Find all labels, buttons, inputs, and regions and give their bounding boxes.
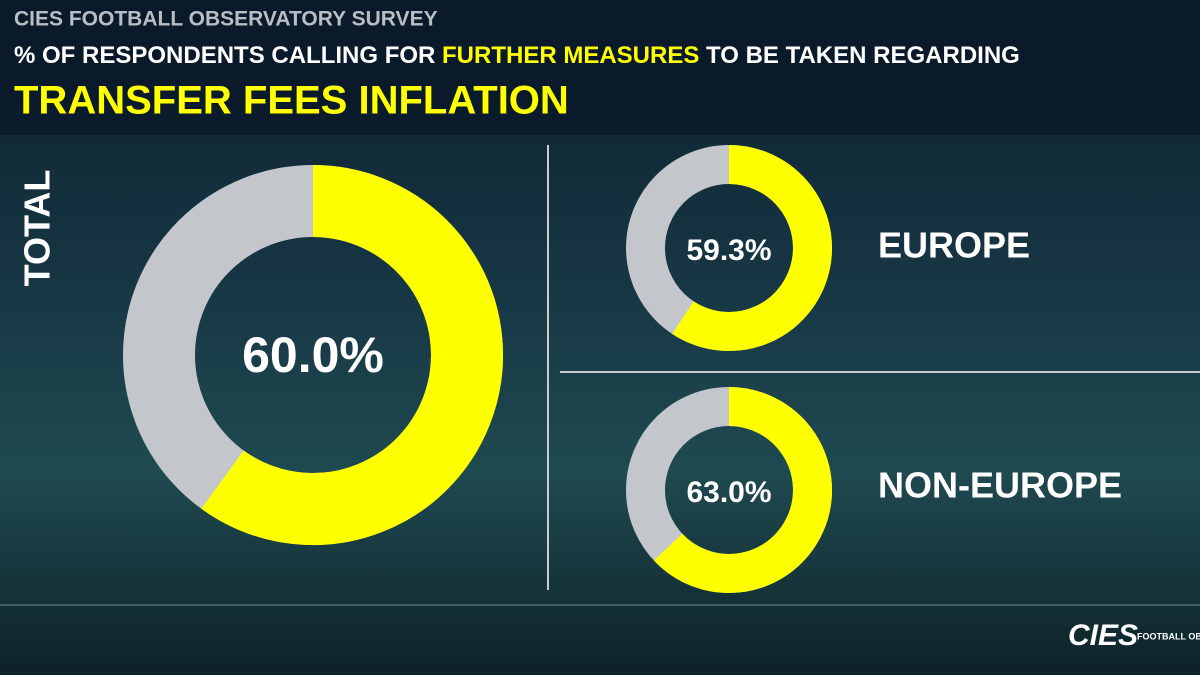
donut-arc bbox=[672, 145, 832, 351]
logo-name: CIES bbox=[1068, 619, 1138, 652]
subtitle-part: TO BE TAKEN REGARDING bbox=[699, 42, 1019, 69]
chart-title: TOTAL bbox=[17, 170, 58, 287]
value-label: 59.3% bbox=[686, 234, 771, 267]
chart-title: NON-EUROPE bbox=[878, 465, 1122, 506]
survey-name: CIES FOOTBALL OBSERVATORY SURVEY bbox=[14, 8, 438, 31]
subtitle: % OF RESPONDENTS CALLING FOR FURTHER MEA… bbox=[14, 42, 1020, 69]
donut-arc bbox=[653, 387, 832, 593]
subtitle-part: % OF RESPONDENTS CALLING FOR bbox=[14, 42, 442, 69]
header-band bbox=[0, 0, 1200, 135]
value-label: 60.0% bbox=[242, 327, 384, 383]
logo-tagline: FOOTBALL OBSERVATORY bbox=[1137, 631, 1200, 641]
title: TRANSFER FEES INFLATION bbox=[14, 79, 569, 123]
donut-arc bbox=[201, 165, 503, 545]
subtitle-highlight: FURTHER MEASURES bbox=[442, 42, 699, 69]
value-label: 63.0% bbox=[686, 476, 771, 509]
chart-title: EUROPE bbox=[878, 225, 1030, 266]
